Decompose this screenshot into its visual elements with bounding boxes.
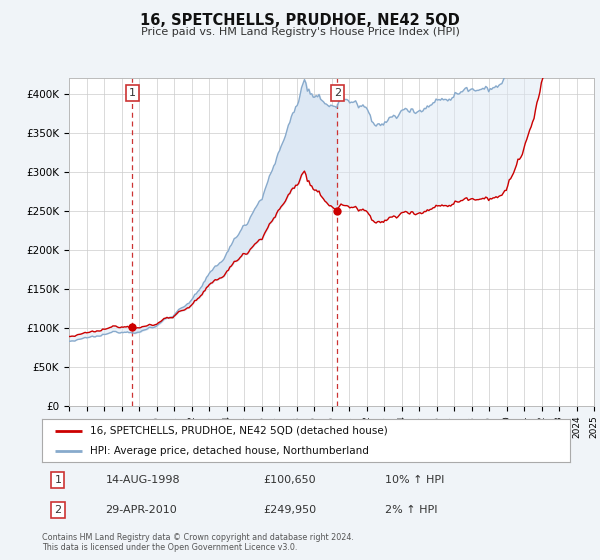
Text: 1: 1 bbox=[129, 88, 136, 98]
Text: 14-AUG-1998: 14-AUG-1998 bbox=[106, 475, 180, 484]
Text: 10% ↑ HPI: 10% ↑ HPI bbox=[385, 475, 445, 484]
Text: This data is licensed under the Open Government Licence v3.0.: This data is licensed under the Open Gov… bbox=[42, 543, 298, 552]
Text: £249,950: £249,950 bbox=[264, 505, 317, 515]
Text: £100,650: £100,650 bbox=[264, 475, 316, 484]
Text: 2: 2 bbox=[54, 505, 61, 515]
Text: 16, SPETCHELLS, PRUDHOE, NE42 5QD (detached house): 16, SPETCHELLS, PRUDHOE, NE42 5QD (detac… bbox=[89, 426, 387, 436]
Text: 1: 1 bbox=[55, 475, 61, 484]
Text: 29-APR-2010: 29-APR-2010 bbox=[106, 505, 177, 515]
Text: Price paid vs. HM Land Registry's House Price Index (HPI): Price paid vs. HM Land Registry's House … bbox=[140, 27, 460, 37]
Text: 2% ↑ HPI: 2% ↑ HPI bbox=[385, 505, 438, 515]
Text: HPI: Average price, detached house, Northumberland: HPI: Average price, detached house, Nort… bbox=[89, 446, 368, 456]
Text: Contains HM Land Registry data © Crown copyright and database right 2024.: Contains HM Land Registry data © Crown c… bbox=[42, 533, 354, 542]
Text: 2: 2 bbox=[334, 88, 341, 98]
Text: 16, SPETCHELLS, PRUDHOE, NE42 5QD: 16, SPETCHELLS, PRUDHOE, NE42 5QD bbox=[140, 13, 460, 28]
